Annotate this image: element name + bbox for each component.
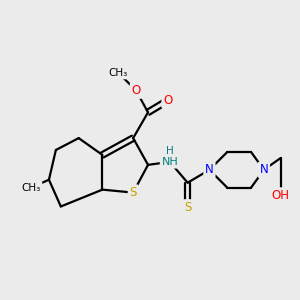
Text: OH: OH xyxy=(272,189,290,202)
Text: N: N xyxy=(205,163,214,176)
Text: O: O xyxy=(163,94,172,107)
Text: NH: NH xyxy=(161,157,178,167)
Text: CH₃: CH₃ xyxy=(22,183,41,193)
Text: O: O xyxy=(131,84,141,97)
Text: S: S xyxy=(130,186,137,199)
Text: S: S xyxy=(184,201,191,214)
Text: H: H xyxy=(166,146,174,156)
Text: N: N xyxy=(260,163,268,176)
Text: CH₃: CH₃ xyxy=(109,68,128,78)
